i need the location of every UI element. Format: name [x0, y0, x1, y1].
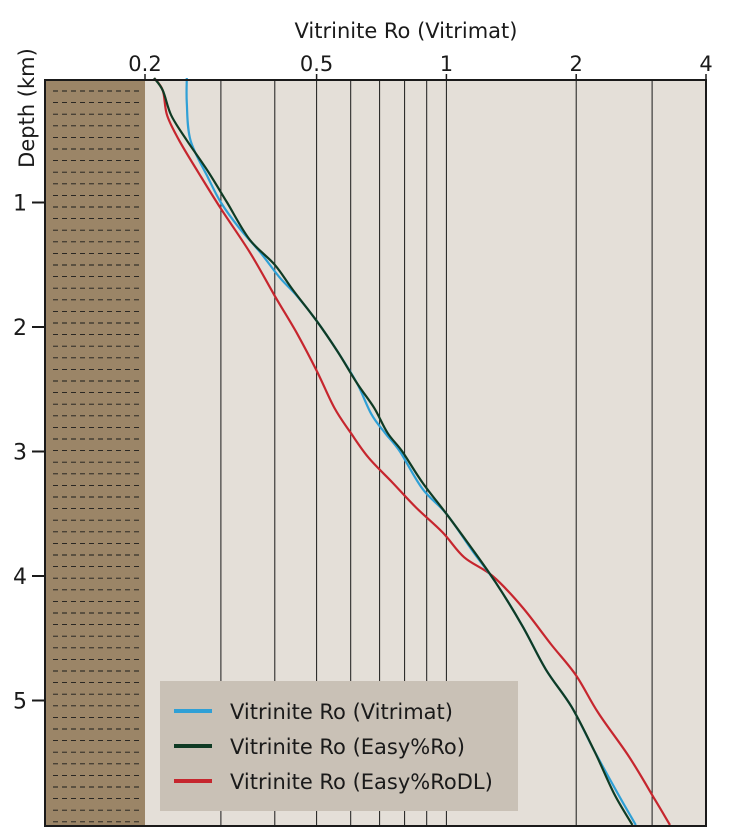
legend-box	[160, 681, 518, 811]
y-tick-label: 1	[13, 192, 27, 217]
series-lines	[153, 77, 671, 826]
strata-fill	[45, 80, 145, 826]
y-tick-label: 5	[13, 690, 27, 715]
x-tick-label: 1	[440, 52, 453, 76]
series-line-easy-rodl	[153, 77, 671, 826]
x-tick-label: 0.2	[128, 52, 161, 76]
x-tick-label: 4	[699, 52, 712, 76]
y-tick-label: 3	[13, 441, 27, 466]
plot-frame	[44, 79, 707, 827]
y-axis-title: Depth (km)	[15, 48, 39, 168]
series-line-easy-ro	[153, 77, 634, 826]
x-tick-labels: 0.2 0.5 1 2 4	[128, 52, 713, 80]
strata-column	[45, 80, 145, 826]
plot-border	[44, 79, 707, 827]
y-axis-ticks: 1 2 3 4 5	[13, 192, 45, 715]
y-tick-label: 4	[13, 565, 27, 590]
legend-label-vitrimat: Vitrinite Ro (Vitrimat)	[230, 700, 453, 724]
x-tick-label: 2	[570, 52, 583, 76]
legend: Vitrinite Ro (Vitrimat) Vitrinite Ro (Ea…	[160, 681, 518, 811]
legend-label-easy-ro: Vitrinite Ro (Easy%Ro)	[230, 735, 465, 759]
legend-label-easy-rodl: Vitrinite Ro (Easy%RoDL)	[230, 770, 493, 794]
x-tick-label: 0.5	[300, 52, 333, 76]
y-tick-label: 2	[13, 316, 27, 341]
x-axis-title: Vitrinite Ro (Vitrimat)	[295, 19, 518, 43]
